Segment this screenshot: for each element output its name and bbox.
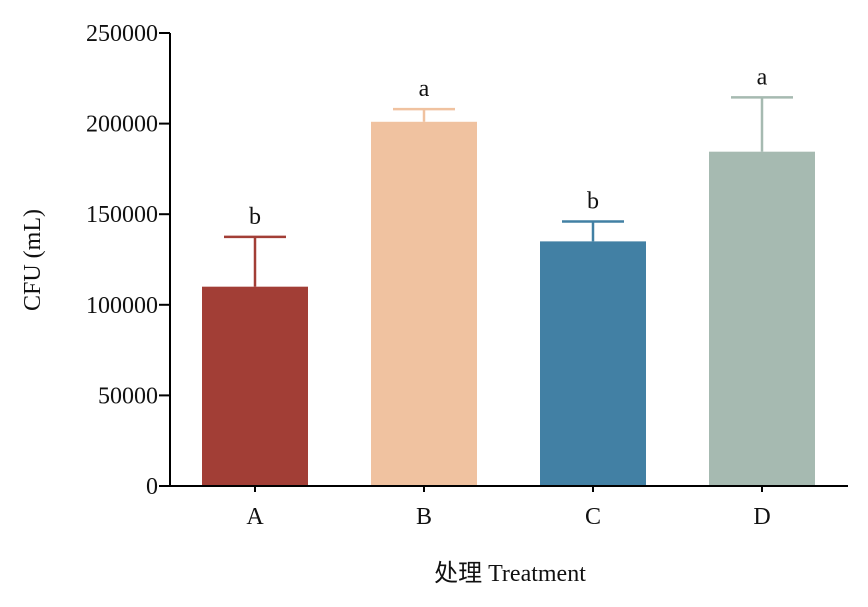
significance-label-d: a	[757, 64, 768, 90]
x-ticks-layer: A B C D	[246, 486, 771, 530]
significance-label-c: b	[587, 188, 599, 214]
y-tick-label: 100000	[86, 293, 158, 319]
y-tick-label: 50000	[98, 383, 158, 409]
axes-layer	[169, 33, 848, 487]
y-axis-title: CFU (mL)	[20, 209, 46, 311]
significance-labels-layer: b a b a	[249, 64, 768, 230]
error-bars-layer	[224, 96, 793, 287]
bar-b	[371, 121, 477, 487]
y-tick-label: 200000	[86, 112, 158, 138]
x-axis-title: 处理 Treatment	[434, 560, 586, 587]
bar-a	[202, 286, 308, 486]
bar-d	[709, 151, 815, 486]
y-tick-label: 250000	[86, 21, 158, 47]
y-tick-label: 150000	[86, 202, 158, 228]
y-ticks-layer: 0 50000 100000 150000 200000 250000	[86, 21, 170, 500]
significance-label-b: a	[419, 76, 430, 102]
y-tick-label: 0	[146, 474, 158, 500]
bar-c	[540, 241, 646, 486]
bars-layer	[202, 121, 815, 487]
x-tick-label-a: A	[246, 504, 264, 530]
x-tick-label-c: C	[585, 504, 601, 530]
x-tick-label-b: B	[416, 504, 432, 530]
significance-label-a: b	[249, 204, 261, 230]
x-tick-label-d: D	[753, 504, 770, 530]
